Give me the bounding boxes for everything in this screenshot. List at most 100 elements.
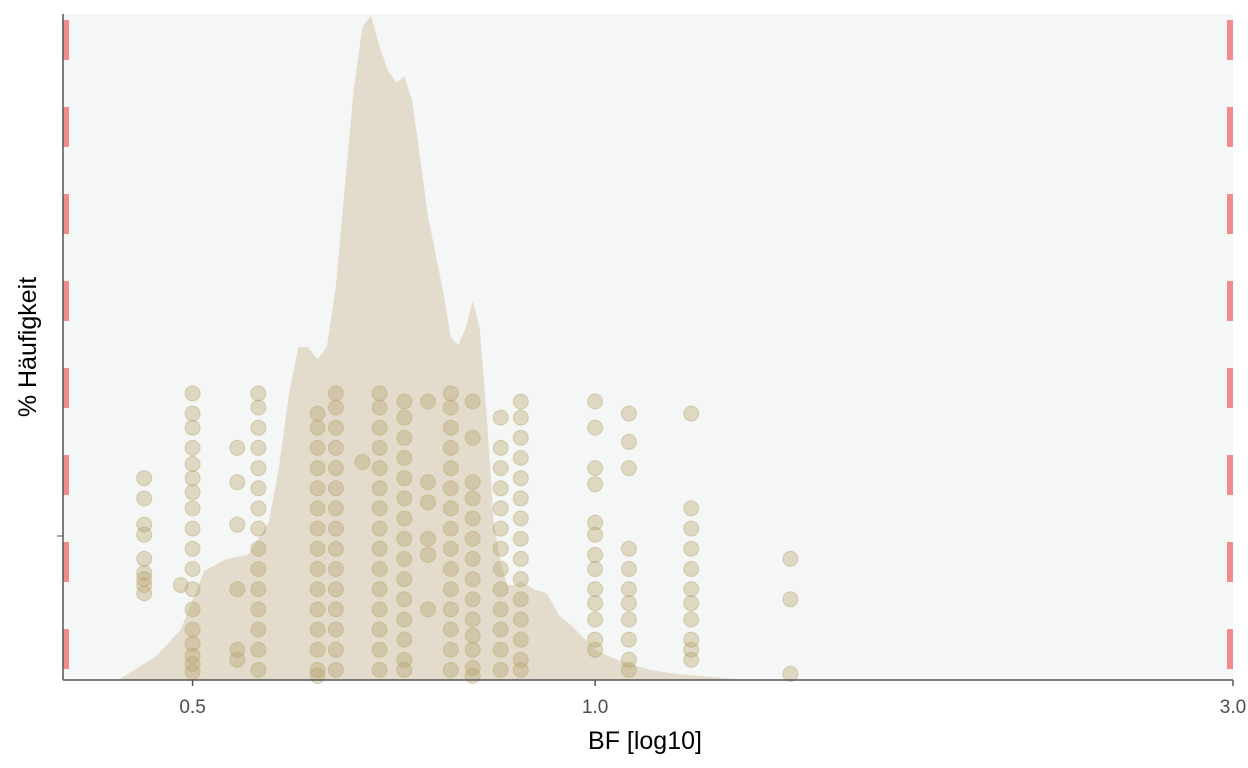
data-point: [184, 520, 201, 537]
data-point: [492, 480, 509, 497]
data-point: [512, 530, 529, 547]
data-point: [587, 631, 604, 648]
data-point: [327, 621, 344, 638]
data-point: [250, 540, 267, 557]
data-point: [136, 526, 153, 543]
data-point: [464, 668, 481, 684]
data-point: [327, 601, 344, 618]
data-point: [396, 550, 413, 567]
data-point: [512, 651, 529, 668]
data-point: [492, 540, 509, 557]
data-point: [250, 385, 267, 402]
data-point: [420, 546, 436, 563]
data-point: [396, 510, 413, 527]
data-point: [420, 494, 436, 511]
data-point: [371, 661, 388, 678]
data-point: [371, 460, 388, 477]
data-point: [396, 450, 413, 466]
data-point: [309, 480, 326, 497]
data-point: [683, 641, 700, 658]
data-point: [229, 641, 246, 658]
data-point: [229, 439, 246, 456]
data-point: [442, 439, 459, 456]
data-point: [396, 571, 413, 588]
data-point: [309, 500, 326, 517]
data-point: [442, 480, 459, 497]
data-point: [620, 581, 637, 598]
data-point: [620, 651, 637, 668]
data-point: [250, 661, 267, 678]
data-point: [587, 641, 604, 658]
data-point: [587, 419, 604, 436]
data-point: [442, 601, 459, 618]
data-point: [396, 393, 413, 410]
data-point: [371, 399, 388, 416]
data-point: [309, 668, 326, 684]
data-point: [464, 429, 481, 446]
data-point: [512, 490, 529, 507]
data-point: [371, 480, 388, 497]
data-point: [184, 581, 201, 598]
data-point: [250, 520, 267, 537]
data-point: [492, 601, 509, 618]
data-point: [184, 663, 201, 680]
data-point: [683, 540, 700, 557]
data-point: [442, 520, 459, 537]
density-area: [118, 16, 869, 680]
data-point: [184, 405, 201, 422]
data-point: [683, 405, 700, 422]
data-point: [442, 399, 459, 416]
data-point: [371, 385, 388, 402]
data-point: [309, 439, 326, 456]
x-axis-title: BF [log10]: [588, 727, 702, 755]
data-point: [371, 419, 388, 436]
data-point: [250, 500, 267, 517]
data-point: [512, 470, 529, 487]
data-point: [309, 419, 326, 436]
data-point: [396, 611, 413, 628]
x-axis-ticks: 0.5 1.0 3.0: [179, 680, 1246, 718]
data-point: [442, 385, 459, 402]
data-point: [396, 490, 413, 507]
data-point: [442, 641, 459, 658]
data-point: [620, 433, 637, 450]
data-point: [442, 561, 459, 577]
data-point: [136, 565, 153, 581]
data-point: [250, 480, 267, 497]
data-point: [327, 480, 344, 497]
data-point: [464, 393, 481, 410]
data-point: [250, 561, 267, 577]
data-point: [327, 641, 344, 658]
data-points: [136, 385, 799, 684]
data-point: [396, 429, 413, 446]
data-point: [136, 550, 153, 567]
x-tick-label: 0.5: [179, 697, 205, 718]
data-point: [250, 621, 267, 638]
data-point: [620, 561, 637, 577]
data-point: [442, 460, 459, 477]
data-point: [229, 651, 246, 668]
data-point: [587, 546, 604, 563]
data-point: [464, 611, 481, 628]
data-point: [309, 621, 326, 638]
data-point: [492, 409, 509, 426]
data-point: [250, 460, 267, 477]
data-point: [184, 635, 201, 652]
x-tick-label: 3.0: [1220, 697, 1246, 718]
data-point: [620, 595, 637, 612]
data-point: [136, 585, 153, 602]
data-point: [136, 470, 153, 487]
data-point: [683, 651, 700, 668]
data-point: [184, 385, 201, 402]
data-point: [309, 405, 326, 422]
data-point: [620, 460, 637, 477]
data-point: [442, 661, 459, 678]
data-point: [512, 510, 529, 527]
data-point: [184, 439, 201, 456]
data-point: [587, 526, 604, 543]
data-point: [492, 439, 509, 456]
data-point: [309, 641, 326, 658]
data-point: [442, 500, 459, 517]
data-point: [683, 581, 700, 598]
